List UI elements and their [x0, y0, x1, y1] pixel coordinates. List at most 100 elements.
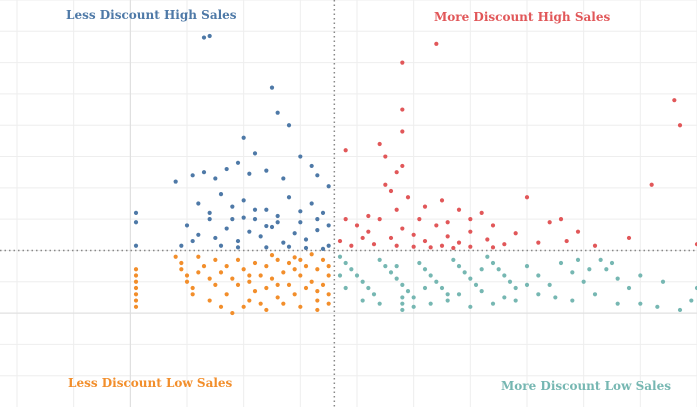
data-point-series-1 — [672, 98, 677, 103]
data-point-series-2 — [258, 301, 263, 306]
data-point-series-1 — [394, 170, 399, 175]
quadrant-label-top-left: Less Discount High Sales — [66, 8, 237, 22]
data-point-series-3 — [638, 273, 643, 278]
data-point-series-2 — [207, 298, 212, 303]
data-point-series-0 — [224, 166, 229, 172]
data-point-series-0 — [298, 220, 303, 225]
data-point-series-1 — [439, 243, 445, 248]
data-point-series-3 — [468, 276, 473, 281]
data-point-series-2 — [247, 273, 252, 278]
data-point-series-1 — [377, 217, 382, 222]
data-point-series-3 — [547, 282, 552, 287]
data-point-series-3 — [394, 276, 399, 281]
data-point-series-1 — [592, 243, 598, 248]
data-point-series-2 — [133, 292, 139, 297]
data-point-series-2 — [133, 285, 139, 291]
data-point-series-0 — [235, 160, 241, 165]
data-point-series-0 — [264, 245, 269, 250]
data-point-series-3 — [377, 301, 382, 306]
data-point-series-3 — [405, 289, 411, 294]
data-point-series-0 — [326, 223, 331, 228]
data-point-series-0 — [252, 151, 258, 156]
data-point-series-0 — [235, 238, 241, 244]
data-point-series-2 — [241, 267, 246, 272]
data-point-series-2 — [252, 260, 258, 266]
data-point-series-3 — [507, 279, 513, 284]
data-point-series-3 — [558, 260, 564, 266]
data-point-series-3 — [490, 301, 496, 306]
data-point-series-3 — [570, 298, 575, 303]
data-point-series-3 — [422, 285, 428, 291]
data-point-series-3 — [400, 295, 405, 300]
data-point-series-3 — [513, 298, 518, 303]
data-point-series-3 — [349, 267, 354, 272]
data-point-series-1 — [434, 223, 439, 228]
data-point-series-1 — [394, 243, 399, 248]
quadrant-label-top-right: More Discount High Sales — [434, 10, 611, 24]
data-point-series-0 — [230, 217, 235, 222]
data-point-series-1 — [422, 204, 428, 209]
data-point-series-1 — [479, 210, 484, 215]
data-point-series-2 — [292, 255, 297, 260]
data-point-series-0 — [269, 85, 275, 90]
data-point-series-2 — [224, 264, 229, 269]
data-point-series-2 — [247, 279, 252, 284]
data-point-series-0 — [190, 238, 195, 244]
data-point-series-2 — [326, 264, 331, 269]
data-point-series-3 — [581, 279, 586, 284]
data-point-series-2 — [224, 292, 229, 297]
data-point-series-3 — [479, 267, 484, 272]
data-point-series-2 — [303, 264, 309, 269]
data-point-series-1 — [445, 220, 450, 225]
data-point-series-1 — [400, 107, 405, 112]
data-point-series-2 — [298, 257, 303, 262]
data-point-series-1 — [360, 235, 365, 241]
data-point-series-1 — [388, 188, 394, 194]
data-point-series-3 — [383, 264, 388, 269]
data-point-series-3 — [677, 307, 683, 313]
data-point-series-2 — [133, 298, 139, 303]
data-point-series-1 — [456, 240, 462, 245]
data-point-series-2 — [309, 279, 314, 284]
data-point-series-0 — [320, 246, 326, 251]
data-point-series-1 — [445, 234, 450, 239]
data-point-series-3 — [456, 292, 462, 297]
data-point-series-3 — [536, 292, 541, 297]
data-point-series-1 — [485, 237, 490, 242]
data-point-series-1 — [694, 242, 697, 247]
data-point-series-0 — [207, 210, 212, 215]
data-point-series-0 — [247, 171, 252, 176]
data-point-series-1 — [337, 238, 343, 244]
data-point-series-1 — [558, 217, 564, 222]
data-point-series-3 — [615, 301, 620, 306]
data-point-series-2 — [133, 279, 139, 284]
data-point-series-3 — [400, 307, 405, 313]
data-point-series-3 — [490, 260, 496, 266]
data-point-series-2 — [190, 292, 195, 297]
data-point-series-2 — [133, 267, 139, 272]
data-point-series-1 — [502, 242, 507, 247]
data-point-series-3 — [400, 282, 405, 287]
data-point-series-0 — [241, 198, 246, 203]
data-point-series-3 — [354, 273, 360, 278]
data-point-series-0 — [264, 168, 269, 173]
data-point-series-3 — [502, 295, 507, 300]
data-point-series-0 — [218, 243, 224, 248]
data-point-series-3 — [371, 292, 377, 297]
data-point-series-0 — [133, 220, 139, 225]
data-point-series-1 — [468, 244, 473, 249]
data-point-series-0 — [179, 243, 184, 248]
data-point-series-0 — [241, 215, 246, 220]
data-point-series-2 — [179, 260, 184, 266]
data-point-series-0 — [281, 176, 286, 181]
data-point-series-3 — [411, 304, 416, 309]
data-point-series-0 — [326, 184, 331, 189]
data-point-series-0 — [275, 213, 280, 219]
data-point-series-3 — [456, 264, 462, 269]
data-point-series-2 — [326, 273, 331, 278]
data-point-series-3 — [592, 292, 598, 297]
data-point-series-2 — [235, 257, 241, 262]
data-point-series-2 — [275, 257, 280, 262]
data-point-series-2 — [281, 270, 286, 275]
